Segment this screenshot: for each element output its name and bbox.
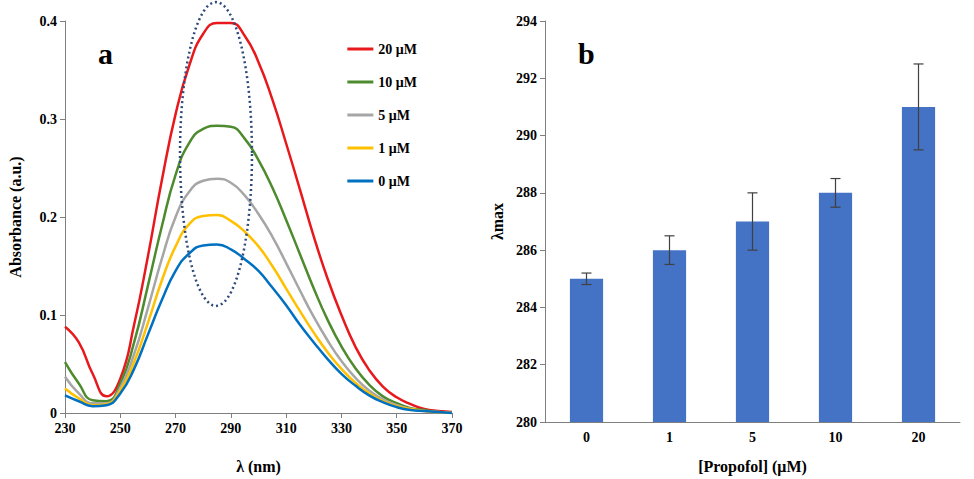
svg-text:20: 20 [912,430,926,445]
svg-text:λ (nm): λ (nm) [236,458,281,476]
svg-text:Absorbance (a.u.): Absorbance (a.u.) [7,156,25,277]
svg-text:288: 288 [516,185,537,200]
svg-text:0.4: 0.4 [40,14,58,29]
svg-text:λmax: λmax [489,203,506,240]
svg-text:1 μM: 1 μM [378,141,410,156]
svg-text:10 μM: 10 μM [378,75,417,90]
svg-text:284: 284 [516,300,537,315]
svg-text:a: a [98,37,113,70]
svg-text:280: 280 [516,415,537,430]
svg-text:10: 10 [829,430,843,445]
svg-text:350: 350 [386,421,407,436]
svg-text:292: 292 [516,71,537,86]
svg-text:5 μM: 5 μM [378,108,410,123]
svg-text:250: 250 [110,421,131,436]
svg-text:230: 230 [55,421,76,436]
svg-text:286: 286 [516,243,537,258]
svg-text:290: 290 [220,421,241,436]
svg-text:0.2: 0.2 [40,210,58,225]
svg-text:294: 294 [516,14,537,29]
svg-text:282: 282 [516,357,537,372]
svg-text:0: 0 [50,406,57,421]
svg-text:0.1: 0.1 [40,308,58,323]
svg-text:370: 370 [442,421,463,436]
svg-text:[Propofol] (μM): [Propofol] (μM) [698,458,807,476]
svg-text:0.3: 0.3 [40,112,58,127]
svg-text:1: 1 [666,430,673,445]
svg-text:330: 330 [331,421,352,436]
svg-text:270: 270 [165,421,186,436]
svg-text:b: b [578,37,595,70]
svg-text:0: 0 [583,430,590,445]
svg-text:5: 5 [749,430,756,445]
svg-text:20 μM: 20 μM [378,42,417,57]
svg-text:290: 290 [516,128,537,143]
svg-text:0 μM: 0 μM [378,174,410,189]
svg-text:310: 310 [276,421,297,436]
